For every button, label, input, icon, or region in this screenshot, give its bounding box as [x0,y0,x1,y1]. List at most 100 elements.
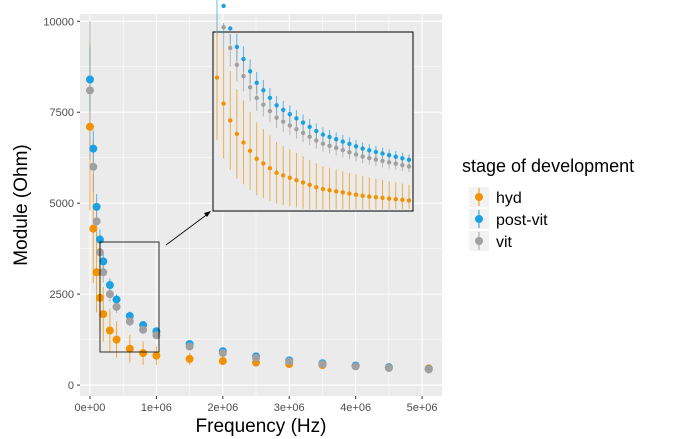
inset-point-hyd [254,156,259,161]
inset-point-hyd [373,195,379,200]
zoom-selection-box [99,241,160,353]
inset-point-hyd [214,75,220,80]
inset-point-vit [320,141,326,146]
inset-point-hyd [234,131,240,137]
data-point-vit [252,353,261,362]
inset-point-vit [327,143,332,149]
legend-title: stage of development [462,156,634,176]
inset-point-post-vit [367,148,372,153]
inset-point-post-vit [373,149,379,155]
inset-panel [212,31,414,212]
data-point-vit [89,162,98,171]
inset-point-hyd [347,191,352,196]
inset-point-post-vit [281,107,286,113]
inset-point-vit [247,85,253,90]
data-point-vit [384,363,393,372]
legend-label-hyd: hyd [496,190,522,207]
inset-point-vit [347,150,352,155]
inset-point-post-vit [287,111,293,117]
inset-point-vit [386,160,392,165]
y-tick-label: 0 [68,380,74,392]
inset-point-hyd [340,190,345,195]
inset-point-post-vit [307,124,312,129]
inset-point-post-vit [314,128,319,134]
x-tick-label: 1e+06 [141,402,172,414]
inset-point-vit [241,73,246,79]
inset-point-post-vit [221,3,226,9]
inset-point-post-vit [353,144,359,149]
inset-point-post-vit [406,157,412,162]
data-point-hyd [152,351,161,360]
inset-point-post-vit [267,95,273,101]
inset-point-hyd [294,177,299,183]
inset-point-post-vit [254,80,259,86]
inset-point-hyd [287,175,293,181]
data-point-vit [152,331,161,340]
data-point-hyd [139,349,148,358]
data-point-post-vit [112,295,121,304]
inset-point-post-vit [347,141,352,147]
inset-point-post-vit [340,139,345,144]
data-point-hyd [218,357,227,366]
y-axis-title: Module (Ohm) [11,144,32,265]
data-point-vit [92,217,101,226]
inset-point-vit [333,145,339,151]
inset-point-post-vit [228,26,233,31]
inset-point-hyd [386,196,392,201]
inset-point-vit [307,134,312,139]
inset-point-post-vit [274,103,279,108]
data-point-post-vit [89,144,98,153]
inset-point-post-vit [234,44,240,50]
data-point-vit [139,325,148,334]
inset-point-vit [261,102,266,107]
y-tick-label: 10000 [43,16,74,28]
data-point-hyd [89,224,98,233]
legend-label-post-vit: post-vit [496,212,548,229]
inset-point-vit [234,62,240,68]
data-point-vit [285,357,294,366]
inset-point-vit [294,127,299,132]
inset-point-hyd [406,198,412,203]
inset-point-post-vit [360,146,365,151]
data-point-vit [105,290,114,299]
data-point-vit [99,268,108,277]
data-point-hyd [85,122,94,131]
data-point-hyd [105,326,114,335]
data-point-post-vit [99,257,108,266]
inset-point-post-vit [294,116,299,121]
data-point-vit [85,86,94,95]
inset-point-hyd [241,140,246,145]
inset-point-post-vit [247,69,253,74]
legend: stage of development hyd post-vit vit [462,156,634,251]
x-tick-label: 2e+06 [207,402,238,414]
inset-point-vit [360,154,365,159]
inset-point-hyd [333,189,339,194]
inset-point-hyd [400,197,405,203]
inset-point-vit [221,25,226,30]
inset-point-vit [340,147,345,153]
data-point-vit [185,342,194,351]
x-tick-label: 5e+06 [407,402,438,414]
inset-point-vit [228,45,233,51]
inset-point-vit [380,158,385,164]
inset-point-post-vit [241,56,246,62]
data-point-hyd [99,310,108,319]
zoom-connector-arrow [165,212,210,246]
inset-point-hyd [274,170,279,176]
inset-point-hyd [320,186,326,192]
inset-point-post-vit [380,151,385,156]
inset-point-post-vit [327,134,332,140]
inset-point-post-vit [300,120,306,125]
inset-point-vit [353,152,359,157]
inset-point-post-vit [261,88,266,93]
x-axis-title: Frequency (Hz) [196,416,327,437]
inset-point-vit [393,161,398,166]
data-point-vit [125,317,134,326]
data-point-hyd [125,344,134,353]
inset-point-vit [267,108,273,114]
x-tick-label: 4e+06 [340,402,371,414]
data-point-vit [112,302,121,311]
inset-point-vit [300,130,306,136]
inset-point-hyd [314,184,319,190]
